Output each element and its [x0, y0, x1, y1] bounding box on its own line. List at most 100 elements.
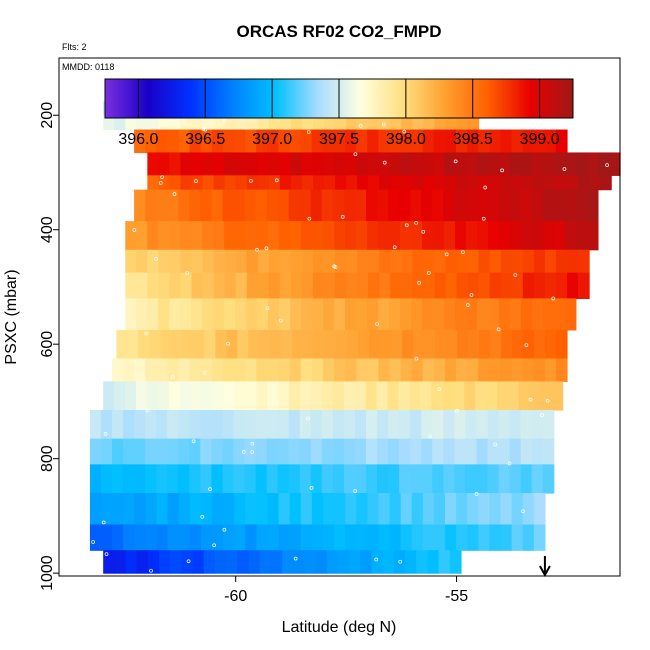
heatmap-cell [410, 464, 422, 494]
observation-point [144, 331, 149, 336]
heatmap-cell [533, 129, 546, 154]
heatmap-cell [354, 381, 367, 411]
observation-point [160, 175, 165, 180]
heatmap-cell [324, 249, 336, 274]
heatmap-cell [290, 272, 303, 299]
heatmap-cell [509, 298, 522, 331]
heatmap-cell [422, 358, 435, 382]
heatmap-cell [158, 175, 171, 191]
heatmap-cell [213, 152, 225, 176]
heatmap-cell [156, 438, 168, 465]
heatmap-cell [477, 152, 489, 176]
heatmap-cell [575, 189, 588, 222]
heatmap-cell [529, 381, 542, 411]
heatmap-cell [487, 298, 500, 331]
heatmap-cell [112, 410, 124, 440]
heatmap-cell [167, 189, 179, 222]
heatmap-cell [336, 329, 348, 360]
heatmap-cell [509, 438, 522, 465]
observation-point [91, 540, 95, 544]
heatmap-cell [278, 129, 291, 154]
heatmap-cell [171, 329, 183, 360]
heatmap-cell [556, 329, 568, 360]
heatmap-cell [531, 410, 544, 440]
observation-point [513, 273, 518, 277]
heatmap-cell [445, 115, 458, 131]
heatmap-cell [256, 129, 268, 154]
heatmap-cell [226, 329, 238, 360]
heatmap-cell [277, 464, 290, 494]
heatmap-cell [103, 115, 115, 131]
heatmap-cell [200, 189, 212, 222]
heatmap-cell [401, 249, 413, 274]
heatmap-cell [542, 464, 555, 494]
heatmap-cell [476, 438, 489, 465]
heatmap-cell [226, 550, 238, 574]
heatmap-cell [389, 221, 401, 251]
heatmap-cell [146, 381, 159, 411]
heatmap-cell [576, 152, 588, 176]
heatmap-cell [500, 524, 513, 551]
heatmap-cell [145, 410, 157, 440]
heatmap-cell [520, 221, 533, 251]
heatmap-cell [467, 115, 480, 131]
heatmap-cell [279, 249, 292, 274]
heatmap-cell [565, 152, 577, 176]
heatmap-cell [145, 493, 158, 526]
heatmap-cell [345, 524, 357, 551]
heatmap-cell [444, 358, 457, 382]
heatmap-cell [189, 358, 202, 382]
heatmap-cell [433, 152, 445, 176]
heatmap-cell [400, 152, 412, 176]
heatmap-cell [555, 358, 568, 382]
heatmap-cell [180, 249, 193, 274]
heatmap-cell [389, 524, 402, 551]
heatmap-cell [399, 298, 412, 331]
heatmap-cell [400, 129, 413, 154]
heatmap-cell [321, 381, 334, 411]
heatmap-cell [413, 329, 425, 360]
y-axis-label: PSXC (mbar) [3, 269, 20, 364]
observation-point [353, 152, 358, 157]
heatmap-cell [235, 175, 248, 191]
heatmap-cell [324, 175, 336, 191]
heatmap-cell [180, 298, 192, 331]
heatmap-cell [357, 272, 369, 299]
heatmap-cell [246, 115, 259, 131]
heatmap-cell [160, 329, 172, 360]
observation-point [404, 223, 409, 228]
heatmap-cell [244, 189, 257, 222]
heatmap-cell [213, 298, 225, 331]
heatmap-cell [211, 464, 224, 494]
heatmap-cell [246, 298, 258, 331]
heatmap-cell [345, 358, 357, 382]
heatmap-cell [89, 493, 102, 526]
heatmap-cell [267, 381, 279, 411]
heatmap-cell [422, 493, 435, 526]
heatmap-cell [445, 493, 457, 526]
observation-point [149, 568, 153, 573]
heatmap-cell [486, 381, 498, 411]
heatmap-cell [222, 438, 235, 465]
heatmap-cell [445, 175, 458, 191]
marker-head [539, 565, 551, 578]
heatmap-cell [400, 358, 413, 382]
colorbar-tick-label: 396.0 [118, 131, 158, 148]
heatmap-cell [455, 129, 468, 154]
heatmap-cell [213, 175, 226, 191]
heatmap-cell [189, 129, 202, 154]
heatmap-cell [438, 550, 451, 574]
heatmap-cell [423, 115, 436, 131]
heatmap-cell [213, 115, 226, 131]
heatmap-cell [235, 221, 247, 251]
heatmap-cell [235, 249, 248, 274]
heatmap-cell [454, 298, 467, 331]
heatmap-cell [435, 329, 447, 360]
heatmap-cell [125, 272, 137, 299]
heatmap-cell [500, 175, 513, 191]
heatmap-cell [366, 189, 378, 222]
heatmap-cell [245, 381, 257, 411]
heatmap-cell [303, 329, 315, 360]
heatmap-cell [457, 329, 469, 360]
